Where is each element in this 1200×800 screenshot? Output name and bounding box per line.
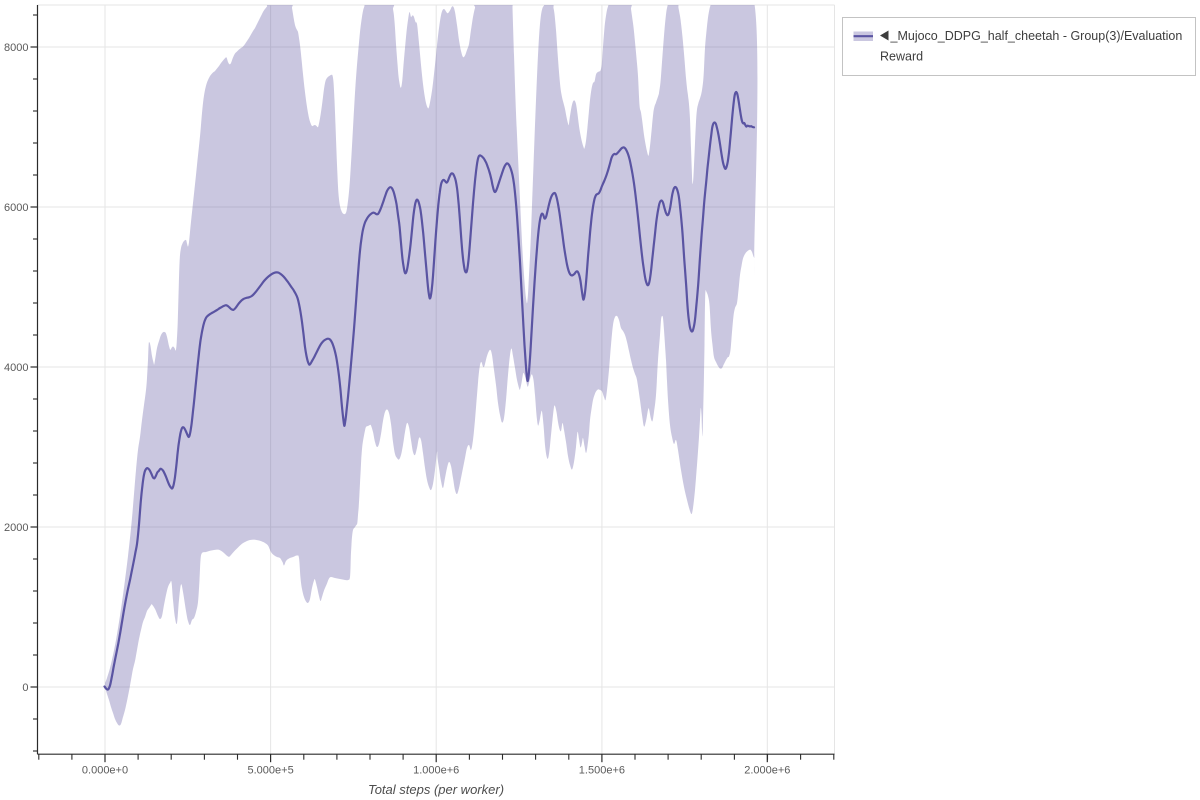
svg-text:_Mujoco_DDPG_half_cheetah - Gr: _Mujoco_DDPG_half_cheetah - Group(3)/Eva… <box>890 29 1183 43</box>
svg-text:1.000e+6: 1.000e+6 <box>413 765 459 777</box>
svg-text:Total steps (per worker): Total steps (per worker) <box>368 782 504 797</box>
svg-text:5.000e+5: 5.000e+5 <box>248 765 294 777</box>
svg-text:4000: 4000 <box>4 362 28 374</box>
svg-text:0.000e+0: 0.000e+0 <box>82 765 128 777</box>
svg-text:Reward: Reward <box>880 50 923 64</box>
svg-text:1.500e+6: 1.500e+6 <box>579 765 625 777</box>
svg-text:2000: 2000 <box>4 522 28 534</box>
svg-text:0: 0 <box>22 682 28 694</box>
svg-text:2.000e+6: 2.000e+6 <box>744 765 790 777</box>
svg-text:8000: 8000 <box>4 42 28 54</box>
svg-text:6000: 6000 <box>4 202 28 214</box>
